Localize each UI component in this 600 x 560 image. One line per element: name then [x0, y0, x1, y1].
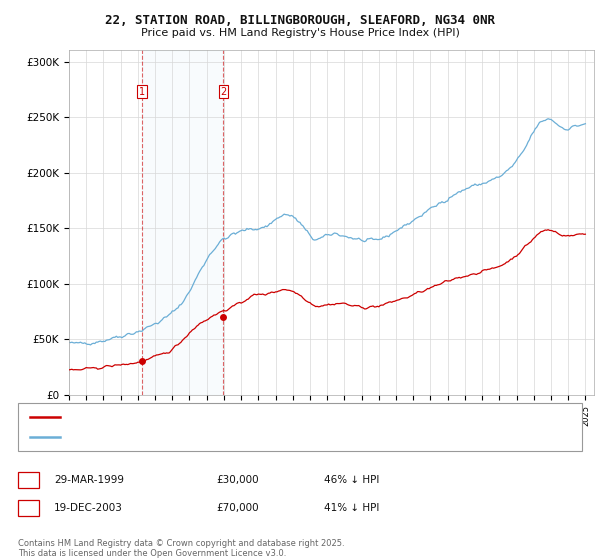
- Text: 19-DEC-2003: 19-DEC-2003: [54, 503, 123, 513]
- Text: HPI: Average price, semi-detached house, South Kesteven: HPI: Average price, semi-detached house,…: [66, 433, 329, 442]
- Text: 22, STATION ROAD, BILLINGBOROUGH, SLEAFORD, NG34 0NR: 22, STATION ROAD, BILLINGBOROUGH, SLEAFO…: [105, 14, 495, 27]
- Text: 29-MAR-1999: 29-MAR-1999: [54, 475, 124, 485]
- Text: 22, STATION ROAD, BILLINGBOROUGH, SLEAFORD, NG34 0NR (semi-detached house): 22, STATION ROAD, BILLINGBOROUGH, SLEAFO…: [66, 412, 450, 421]
- Text: 2: 2: [25, 503, 32, 513]
- Text: 2: 2: [220, 87, 227, 97]
- Bar: [142, 50, 223, 395]
- Text: Contains HM Land Registry data © Crown copyright and database right 2025.
This d: Contains HM Land Registry data © Crown c…: [18, 539, 344, 558]
- Text: 41% ↓ HPI: 41% ↓ HPI: [324, 503, 379, 513]
- Text: 46% ↓ HPI: 46% ↓ HPI: [324, 475, 379, 485]
- Text: £30,000: £30,000: [216, 475, 259, 485]
- Text: 1: 1: [25, 475, 32, 485]
- Text: Price paid vs. HM Land Registry's House Price Index (HPI): Price paid vs. HM Land Registry's House …: [140, 28, 460, 38]
- Text: 1: 1: [139, 87, 145, 97]
- Text: £70,000: £70,000: [216, 503, 259, 513]
